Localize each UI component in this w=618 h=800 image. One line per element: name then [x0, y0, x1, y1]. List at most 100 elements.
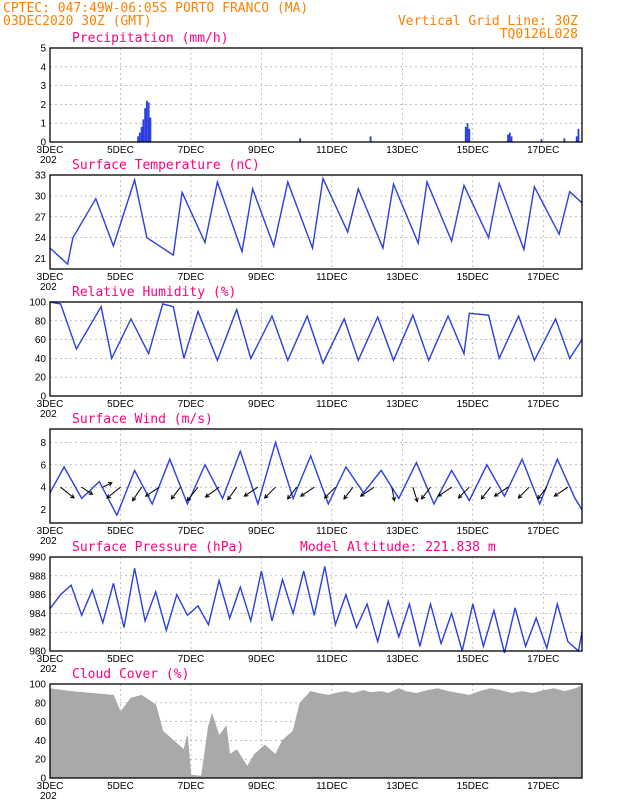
precip-bar	[510, 136, 513, 142]
wind-arrow-head	[107, 482, 113, 487]
precip-bar	[468, 128, 471, 142]
x-tick-label: 7DEC	[178, 272, 205, 283]
year-label: 202	[40, 791, 57, 800]
panel-frame	[49, 301, 583, 397]
y-tick-label: 8	[40, 438, 46, 449]
precip-bar	[369, 136, 372, 142]
precip-bar	[508, 132, 511, 142]
wind-arrow-head	[414, 497, 419, 503]
y-tick-label: 100	[29, 680, 46, 691]
x-tick-label: 13DEC	[386, 399, 418, 410]
precip-bar	[299, 138, 302, 142]
y-tick-label: 27	[35, 212, 47, 223]
y-tick-label: 2	[40, 100, 46, 111]
x-tick-label: 11DEC	[316, 399, 348, 410]
wind-arrow	[554, 486, 569, 497]
x-tick-label: 15DEC	[457, 526, 489, 537]
x-tick-label: 11DEC	[316, 654, 348, 665]
wind-arrow	[494, 486, 509, 497]
x-tick-label: 9DEC	[248, 654, 275, 665]
wind-arrow	[244, 486, 259, 497]
x-tick-label: 15DEC	[457, 781, 489, 792]
precip-bar	[147, 102, 150, 142]
wind-arrow-head	[359, 492, 365, 497]
x-tick-label: 17DEC	[527, 781, 559, 792]
x-tick-label: 9DEC	[248, 781, 275, 792]
precip-bar	[540, 139, 543, 142]
vertical-grid-note: Vertical Grid Line: 30Z	[398, 14, 578, 29]
y-tick-label: 80	[35, 316, 47, 327]
run-date: 03DEC2020 30Z (GMT)	[3, 14, 152, 29]
x-tick-label: 9DEC	[248, 399, 275, 410]
precip-bar	[149, 117, 152, 142]
wind-arrow	[81, 486, 93, 495]
wind-arrow	[132, 486, 143, 501]
precip-bar	[577, 128, 580, 142]
y-tick-label: 986	[29, 590, 46, 601]
panel-3: 2 4 6 8 3DEC 5DEC 7DEC 9DEC 11DEC 13DEC 15DEC 17DEC…	[37, 412, 583, 547]
x-tick-label: 11DEC	[316, 145, 348, 156]
x-tick-label: 17DEC	[527, 272, 559, 283]
wind-arrow-head	[299, 492, 305, 497]
y-tick-label: 60	[35, 335, 47, 346]
panel-frame	[49, 683, 583, 779]
panel-5: 0 20 40 60 80 100 3DEC 5DEC 7DEC 9DEC 11DEC 13DEC 15…	[29, 667, 583, 800]
wind-arrow	[421, 486, 431, 500]
panel-title: Cloud Cover (%)	[72, 667, 189, 682]
wind-arrow	[391, 487, 395, 501]
precip-bar	[507, 134, 509, 142]
precip-bar	[142, 119, 145, 142]
wind-arrow	[106, 486, 121, 499]
wind-arrow	[517, 486, 530, 499]
panel-subtitle: Model Altitude: 221.838 m	[300, 540, 496, 555]
wind-arrow-head	[263, 494, 269, 499]
x-tick-label: 5DEC	[107, 272, 134, 283]
panel-frame	[49, 47, 583, 143]
x-tick-label: 17DEC	[527, 654, 559, 665]
panel-frame	[49, 556, 583, 652]
wind-arrow-head	[480, 494, 486, 500]
wind-arrow	[300, 486, 315, 497]
wind-arrow	[170, 486, 181, 500]
wind-arrow	[360, 486, 375, 497]
x-tick-label: 17DEC	[527, 145, 559, 156]
wind-arrow	[458, 486, 470, 499]
wind-arrow-head	[106, 494, 111, 499]
y-tick-label: 3	[40, 81, 46, 92]
series-line	[49, 301, 583, 365]
x-tick-label: 3DEC	[37, 526, 64, 537]
series-line	[49, 176, 583, 266]
y-tick-label: 80	[35, 698, 47, 709]
wind-arrow-head	[537, 494, 542, 500]
wind-arrow	[60, 486, 75, 499]
x-tick-label: 11DEC	[316, 526, 348, 537]
wind-arrow	[145, 486, 160, 497]
x-tick-label: 7DEC	[178, 781, 205, 792]
y-tick-label: 30	[35, 191, 47, 202]
year-label: 202	[40, 664, 57, 675]
wind-arrow	[343, 486, 354, 500]
panel-0: 0 1 2 3 4 5 3DEC 5DEC 7DEC 9DEC 11DEC 13DEC 15DEC 17D…	[37, 31, 583, 166]
x-tick-label: 9DEC	[248, 145, 275, 156]
wind-arrow	[264, 486, 276, 499]
x-tick-label: 13DEC	[386, 781, 418, 792]
x-tick-label: 3DEC	[37, 145, 64, 156]
x-tick-label: 5DEC	[107, 145, 134, 156]
year-label: 202	[40, 282, 57, 293]
precip-bar	[137, 136, 139, 142]
y-tick-label: 0	[40, 392, 46, 403]
y-tick-label: 980	[29, 647, 46, 658]
x-tick-label: 7DEC	[178, 526, 205, 537]
wind-arrow-head	[144, 492, 150, 497]
x-tick-label: 7DEC	[178, 145, 205, 156]
precip-bar	[145, 100, 148, 142]
x-tick-label: 13DEC	[386, 526, 418, 537]
y-tick-label: 20	[35, 755, 47, 766]
panel-title: Relative Humidity (%)	[72, 285, 236, 300]
y-tick-label: 0	[40, 774, 46, 785]
wind-arrow-head	[517, 494, 523, 499]
panels: 0 1 2 3 4 5 3DEC 5DEC 7DEC 9DEC 11DEC 13DEC 15DEC 17D…	[29, 31, 583, 800]
x-tick-label: 15DEC	[457, 399, 489, 410]
wind-arrow-head	[70, 494, 75, 499]
wind-arrow-head	[493, 492, 499, 497]
